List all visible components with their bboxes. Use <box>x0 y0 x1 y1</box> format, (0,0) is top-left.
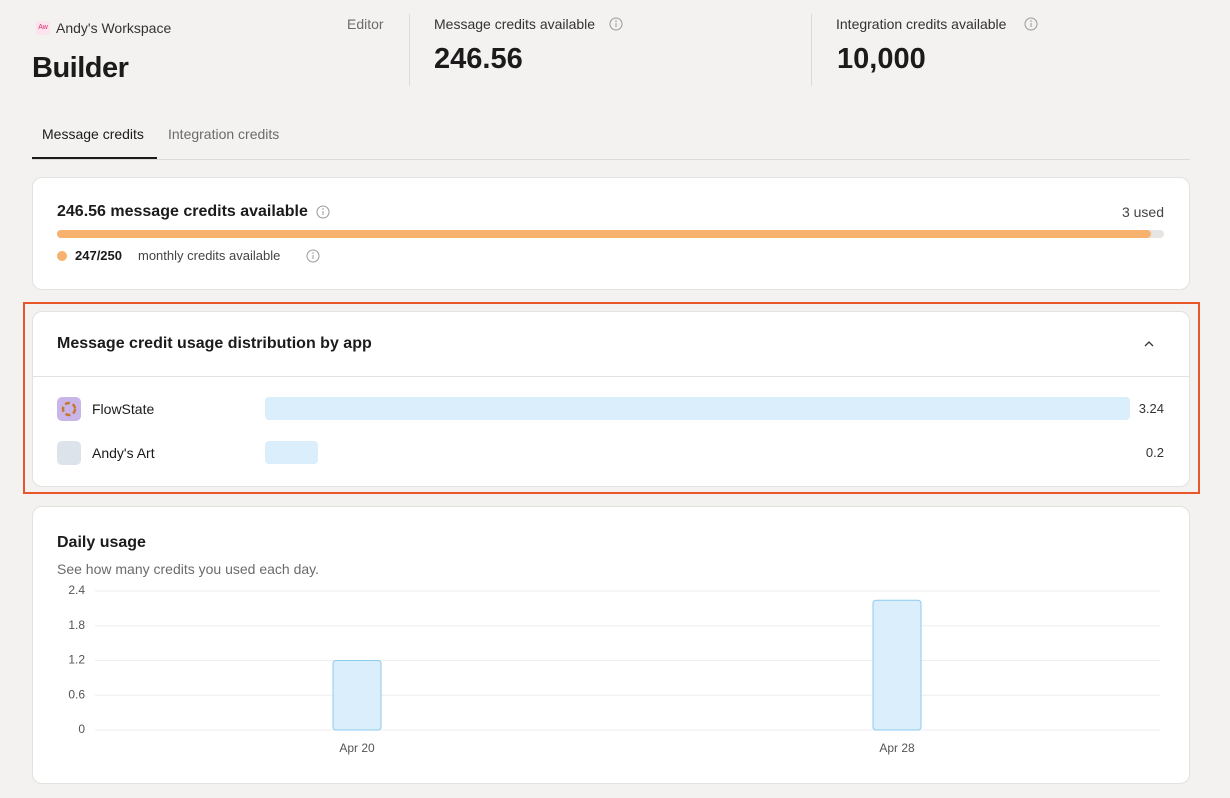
daily-card <box>32 506 1190 784</box>
chart-title: Daily usage <box>57 534 146 551</box>
usage-bar <box>265 441 319 464</box>
workspace-name[interactable]: Andy's Workspace <box>56 20 172 36</box>
info-icon[interactable] <box>306 249 320 263</box>
x-tick-label: Apr 28 <box>879 741 915 755</box>
divider <box>33 376 1189 377</box>
stat-value: 10,000 <box>837 43 926 75</box>
monthly-label: monthly credits available <box>138 248 281 263</box>
info-icon[interactable] <box>1024 17 1038 31</box>
y-tick-label: 0.6 <box>68 687 85 701</box>
tab-rule <box>32 159 1190 160</box>
role: Editor <box>347 16 384 32</box>
divider <box>409 14 410 86</box>
usage-bar <box>265 397 1130 420</box>
y-tick-label: 1.8 <box>68 618 85 632</box>
usage-value: 0.2 <box>1145 445 1164 460</box>
divider <box>811 14 812 86</box>
app-name: FlowState <box>92 401 155 417</box>
progress-fill <box>57 230 1151 238</box>
app-icon <box>57 397 81 421</box>
bar <box>332 660 382 731</box>
used-label: 3 used <box>1121 204 1164 220</box>
tab[interactable]: Integration credits <box>168 126 280 142</box>
y-tick-label: 1.2 <box>68 653 85 667</box>
x-tick-label: Apr 20 <box>339 741 375 755</box>
y-tick-label: 0 <box>78 722 85 736</box>
collapse-chevron[interactable] <box>1142 338 1156 350</box>
info-icon[interactable] <box>609 17 623 31</box>
y-tick-label: 2.4 <box>68 583 85 597</box>
stat-label: Message credits available <box>434 16 596 32</box>
monthly-count: 247/250 <box>75 248 122 263</box>
bar <box>872 599 922 731</box>
tab[interactable]: Message credits <box>42 126 144 142</box>
page-title: Builder <box>32 52 129 84</box>
highlight-box <box>23 302 1200 494</box>
workspace-badge: Aw <box>36 21 50 35</box>
summary-title: 246.56 message credits available <box>57 203 308 220</box>
stat-value: 246.56 <box>434 43 523 75</box>
info-icon[interactable] <box>316 205 330 219</box>
app-icon <box>57 441 81 465</box>
usage-value: 3.24 <box>1138 401 1164 416</box>
legend-dot <box>57 251 67 261</box>
app-name: Andy's Art <box>92 445 155 461</box>
chart-subtitle: See how many credits you used each day. <box>57 561 320 577</box>
stat-label: Integration credits available <box>836 16 1007 32</box>
distribution-title: Message credit usage distribution by app <box>57 335 372 352</box>
tab-underline <box>32 157 157 159</box>
